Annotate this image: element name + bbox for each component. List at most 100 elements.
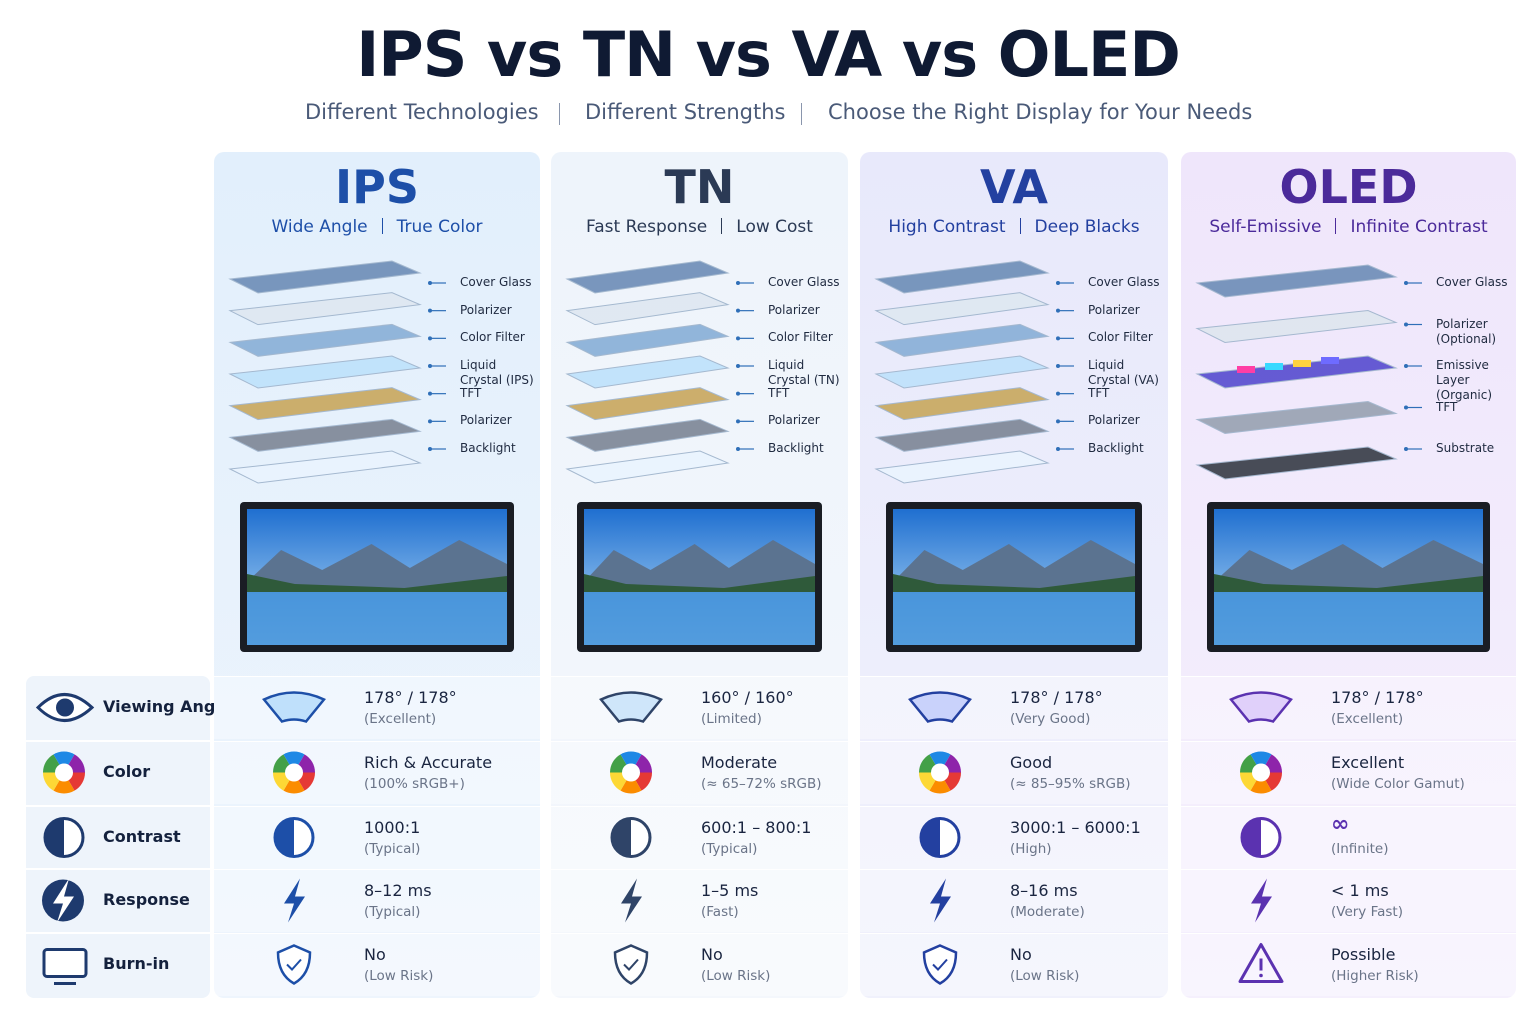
spec-note: (≈ 85–95% sRGB)	[1010, 776, 1131, 792]
leader-dot	[1056, 391, 1060, 396]
layer	[228, 355, 422, 389]
icon-color	[620, 772, 642, 794]
icon-response	[284, 878, 305, 923]
leader-dot	[428, 336, 432, 341]
spec-cell	[1181, 676, 1516, 739]
tagline-part: Infinite Contrast	[1350, 217, 1488, 237]
icon-shield	[932, 958, 948, 971]
layer-label: Liquid Crystal (VA)	[1088, 358, 1159, 387]
spec-cell	[860, 741, 1168, 804]
spec-icon	[621, 878, 642, 923]
layer-label: TFT	[768, 385, 790, 400]
spec-value: No	[701, 945, 723, 964]
tagline-part: Low Cost	[736, 217, 813, 237]
feature-label: Response	[103, 889, 190, 909]
leader-dot	[428, 308, 432, 313]
layer-label: Polarizer (Optional)	[1436, 316, 1497, 346]
icon-shield	[276, 944, 312, 985]
spec-cell	[551, 806, 848, 869]
layer-label: TFT	[1088, 385, 1110, 400]
spec-value: 178° / 178°	[364, 688, 457, 707]
forest	[893, 574, 1135, 592]
column-name: IPS	[335, 160, 419, 214]
leader-dot	[736, 364, 740, 368]
spec-cell	[214, 676, 540, 739]
layer-label: Polarizer	[768, 302, 820, 317]
screen	[1207, 502, 1490, 652]
mountains	[584, 540, 815, 590]
layer-label: Color Filter	[768, 330, 833, 345]
spec-icon	[610, 751, 653, 794]
spec-cell	[214, 869, 540, 932]
layer	[874, 450, 1050, 484]
leader-dot	[736, 447, 740, 451]
spec-cell	[1181, 806, 1516, 869]
icon-response	[53, 878, 74, 923]
column-name: OLED	[1279, 160, 1418, 214]
icon-contrast	[921, 818, 940, 857]
forest	[584, 574, 815, 592]
spec-cell	[860, 806, 1168, 869]
layer-label: TFT	[460, 385, 482, 400]
spec-note: (Wide Color Gamut)	[1331, 776, 1465, 792]
layer-label: Backlight	[1088, 441, 1144, 455]
layer	[1195, 446, 1398, 480]
spec-value: 178° / 178°	[1331, 688, 1424, 707]
layer-stack	[1195, 264, 1422, 480]
spec-icon	[919, 751, 961, 794]
separator	[559, 103, 560, 125]
layer-stack	[228, 260, 446, 484]
layer-label: Polarizer	[460, 302, 512, 317]
tagline: Wide Angle True Color	[214, 217, 540, 237]
leader-dot	[736, 391, 740, 396]
icon-shield	[613, 944, 649, 985]
icon-response	[930, 878, 951, 923]
spec-cell	[551, 676, 848, 739]
layer-label: Cover Glass	[1436, 275, 1508, 289]
layer	[874, 418, 1050, 452]
screen	[886, 502, 1142, 652]
tagline: Self-Emissive Infinite Contrast	[1181, 217, 1516, 237]
icon-shield	[286, 958, 302, 971]
leader-dot	[1404, 364, 1408, 368]
feature-label: Burn-in	[103, 953, 170, 973]
icon-color	[283, 772, 305, 794]
tagline-part: True Color	[396, 217, 483, 237]
subtitle: Choose the Right Display for Your Needs	[828, 100, 1253, 124]
spec-icon	[930, 878, 951, 923]
spec-cell	[214, 806, 540, 869]
spec-cell	[860, 676, 1168, 739]
spec-icon	[273, 751, 315, 794]
separator	[721, 218, 723, 234]
spec-note: (Limited)	[701, 711, 762, 727]
icon-contrast	[45, 818, 64, 857]
spec-note: (Typical)	[364, 841, 421, 857]
spec-value: No	[364, 945, 386, 964]
layer	[565, 323, 730, 357]
column-name: VA	[979, 160, 1049, 214]
forest	[1214, 574, 1483, 592]
spec-note: (Typical)	[701, 841, 758, 857]
layer-label: Cover Glass	[768, 275, 840, 289]
spec-icon	[613, 944, 649, 985]
spec-icon	[276, 944, 312, 985]
icon-angle	[1229, 691, 1293, 723]
spec-cell	[860, 933, 1168, 996]
column-name: TN	[664, 160, 735, 214]
spec-note: (Low Risk)	[1010, 968, 1080, 984]
spec-value: Moderate	[701, 753, 778, 772]
leader-dot	[428, 281, 432, 285]
feature-label: Contrast	[103, 826, 181, 846]
icon-color	[1250, 751, 1272, 773]
spec-icon	[919, 817, 961, 858]
feature-icons	[35, 693, 95, 985]
subtitle: Different Strengths	[585, 100, 786, 124]
lake	[893, 592, 1135, 645]
spec-note: (Very Good)	[1010, 711, 1091, 727]
leader-dot	[1056, 447, 1060, 451]
icon-color	[929, 772, 951, 794]
spec-value: 178° / 178°	[1010, 688, 1103, 707]
layer	[874, 355, 1050, 389]
icon-color	[53, 751, 75, 773]
row-divider	[26, 740, 210, 742]
